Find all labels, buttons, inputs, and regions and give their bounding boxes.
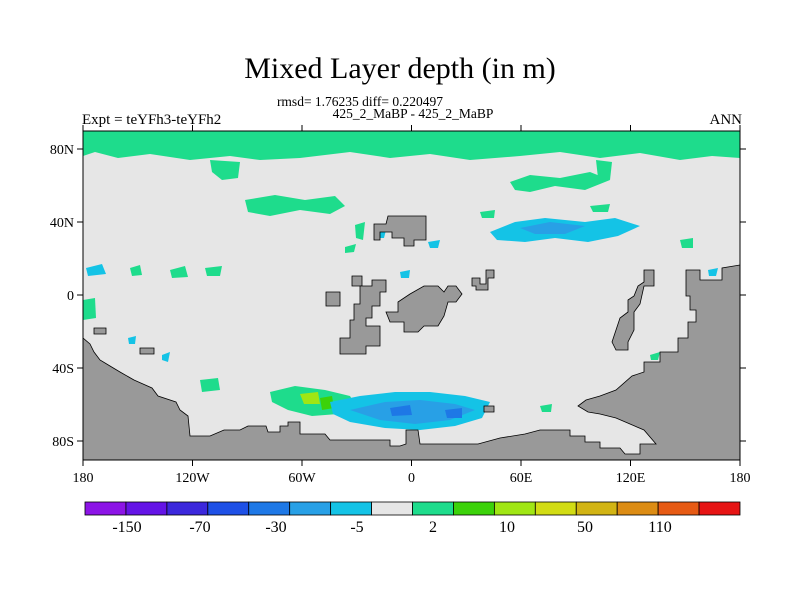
colorbar-swatch	[207, 501, 250, 516]
arctic-green-patch	[596, 160, 612, 180]
tropical-blue-patch	[162, 352, 170, 362]
colorbar-labels: -150 -70 -30 -5 2 10 50 110	[112, 519, 671, 536]
colorbar-swatch	[657, 501, 700, 516]
expt-label: Expt = teYFh3-teYFh2	[82, 112, 222, 128]
land-island	[471, 269, 495, 291]
blue-patch	[428, 240, 440, 248]
land-masses	[83, 215, 740, 460]
southern-blue-deep	[445, 408, 462, 418]
green-patch	[345, 244, 356, 253]
southern-yellow-patch	[300, 392, 320, 404]
southern-brightgreen-patch	[320, 396, 334, 410]
pacific-green-patch	[245, 195, 345, 216]
colorbar-swatch	[412, 501, 454, 516]
map-panel	[83, 131, 740, 460]
y-tick-label: 40S	[52, 362, 74, 377]
colorbar-swatch	[166, 501, 209, 516]
land-island	[351, 275, 363, 287]
colorbar-swatch	[371, 501, 413, 516]
land-island	[325, 291, 341, 307]
land-north-block	[373, 215, 427, 247]
colorbar-swatch	[698, 501, 741, 516]
tropical-blue-patch	[128, 336, 136, 344]
x-tick-label: 0	[408, 471, 415, 486]
colorbar-label: -30	[265, 519, 286, 536]
tropical-blue-patch	[708, 268, 718, 276]
southern-blue-core	[350, 400, 475, 424]
tropical-green-patch	[205, 266, 222, 276]
atlantic-green-patch	[480, 210, 495, 218]
colorbar-swatch	[453, 501, 495, 516]
colorbar-label: 2	[429, 519, 437, 536]
land-east-continent	[611, 269, 655, 351]
tropical-green-patch	[83, 298, 96, 320]
tropical-green-patch	[200, 378, 220, 392]
colorbar-swatch	[125, 501, 168, 516]
season-label: ANN	[709, 112, 743, 128]
colorbar-label: 50	[577, 519, 593, 536]
colorbar	[84, 501, 741, 516]
colorbar-swatch	[493, 501, 536, 516]
colorbar-swatch	[534, 501, 577, 516]
colorbar-label: -150	[112, 519, 141, 536]
land-east-continent	[83, 264, 740, 460]
colorbar-swatch	[330, 501, 372, 516]
y-tick-label: 40N	[50, 216, 74, 231]
colorbar-swatch	[616, 501, 659, 516]
stats-line: rmsd= 1.76235 diff= 0.220497	[276, 94, 444, 109]
land-island	[93, 327, 107, 335]
southern-blue-deep	[390, 405, 412, 416]
atlantic-green-patch	[510, 172, 610, 192]
colorbar-label: 110	[648, 519, 671, 536]
periods-line: 425_2_MaBP - 425_2_MaBP	[332, 106, 494, 121]
atlantic-green-patch	[590, 204, 610, 212]
colorbar-swatch	[575, 501, 618, 516]
y-tick-label: 80S	[52, 435, 74, 450]
tropical-green-patch	[170, 266, 188, 278]
x-tick-marks	[77, 125, 746, 466]
tropical-green-patch	[650, 352, 660, 360]
southern-green-patch	[540, 404, 552, 412]
land-tropical-east	[385, 285, 463, 333]
land-tropical-west	[339, 279, 387, 355]
land-island	[483, 405, 495, 413]
x-tick-label: 60E	[510, 471, 533, 486]
plot-title: Mixed Layer depth (in m)	[244, 52, 556, 85]
tropical-blue-patch	[86, 264, 106, 276]
x-tick-label: 180	[73, 471, 94, 486]
arctic-green-band	[83, 131, 740, 160]
north-blue-core	[520, 222, 585, 234]
colorbar-label: -5	[350, 519, 363, 536]
x-tick-label: 120W	[175, 471, 210, 486]
x-tick-label: 180	[730, 471, 751, 486]
colorbar-label: -70	[189, 519, 210, 536]
colorbar-swatch	[84, 501, 127, 516]
x-tick-label: 60W	[288, 471, 316, 486]
y-tick-label: 0	[67, 289, 74, 304]
arctic-green-patch	[210, 160, 240, 180]
colorbar-label: 10	[499, 519, 515, 536]
tropical-blue-patch	[400, 270, 410, 278]
tropical-green-patch	[680, 238, 693, 248]
y-tick-label: 80N	[50, 143, 74, 158]
colorbar-swatch	[248, 501, 291, 516]
land-island	[139, 347, 155, 355]
x-tick-label: 120E	[616, 471, 646, 486]
colorbar-swatch	[289, 501, 332, 516]
green-patch	[355, 222, 365, 240]
tropical-green-patch	[130, 265, 142, 276]
